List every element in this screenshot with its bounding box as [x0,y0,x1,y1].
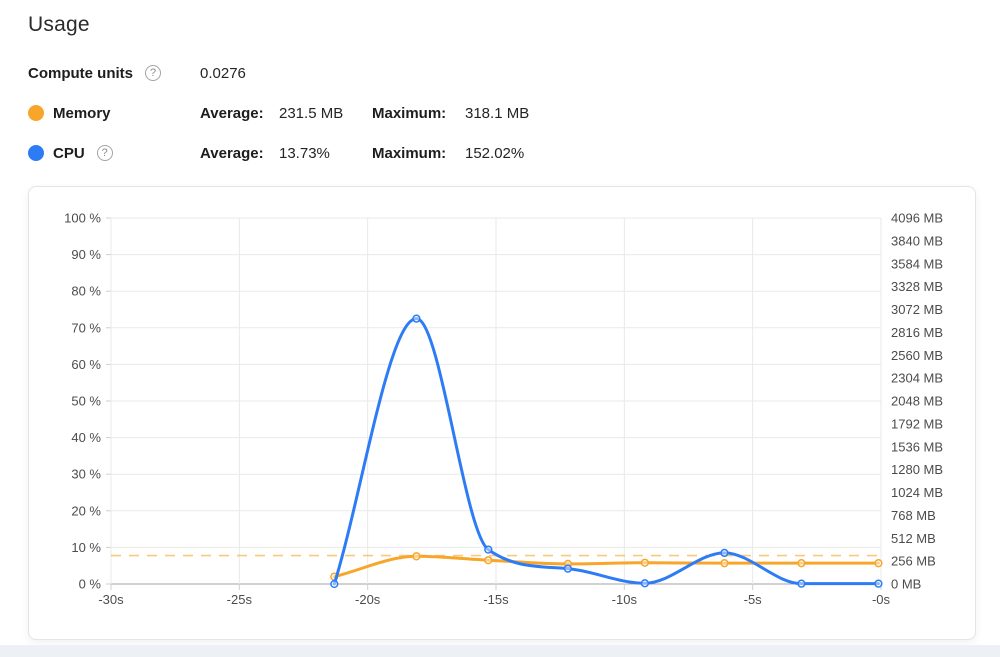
right-axis-tick-label: 2560 MB [891,348,943,363]
help-icon[interactable]: ? [96,145,113,161]
memory-point[interactable] [412,552,421,561]
memory-point[interactable] [874,559,883,568]
usage-stats: Compute units ? 0.0276 Memory Average: 2… [28,64,585,184]
cpu-legend-dot [28,145,44,161]
chart-axis-labels: 0 % 10 % 20 % 30 % 40 % 50 % 60 % 70 % 80 % 90 % 1… [64,211,943,608]
cpu-point[interactable] [874,579,883,588]
memory-maximum-value: 318.1 MB [465,104,530,122]
right-axis-tick-label: 2304 MB [891,371,943,386]
memory-maximum-label: Maximum: [372,104,447,122]
memory-row: Memory Average: 231.5 MB Maximum: 318.1 … [28,104,585,122]
cpu-point[interactable] [640,579,650,588]
left-axis-tick-label: 60 % [71,357,101,372]
cpu-point[interactable] [563,564,573,573]
x-axis-tick-label: -25s [227,592,253,607]
right-axis-tick-label: 2048 MB [891,394,943,409]
memory-point[interactable] [797,559,806,568]
right-axis-tick-label: 2816 MB [891,325,943,340]
x-axis-tick-label: -10s [612,592,638,607]
memory-label: Memory [53,104,111,122]
memory-line [332,554,880,579]
right-axis-tick-label: 768 MB [891,508,936,523]
right-axis-tick-label: 3072 MB [891,302,943,317]
help-icon[interactable]: ? [145,65,161,81]
cpu-label: CPU [53,144,85,162]
cpu-average-value: 13.73% [279,144,330,162]
right-axis-tick-label: 1792 MB [891,416,943,431]
left-axis-tick-label: 90 % [71,247,101,262]
left-axis-tick-label: 40 % [71,430,101,445]
memory-average-label: Average: [200,104,264,122]
usage-chart[interactable]: 0 % 10 % 20 % 30 % 40 % 50 % 60 % 70 % 80 % 90 % 1… [29,187,975,639]
left-axis-tick-label: 50 % [71,394,101,409]
compute-units-row: Compute units ? 0.0276 [28,64,585,82]
cpu-point[interactable] [797,579,806,588]
left-axis-tick-label: 10 % [71,540,101,555]
page-title: Usage [28,13,90,36]
memory-point[interactable] [484,556,493,565]
compute-units-value: 0.0276 [200,64,246,82]
cpu-points [330,314,883,589]
right-axis-tick-label: 1024 MB [891,485,943,500]
memory-points [330,552,883,581]
x-axis-tick-label: -0s [872,592,891,607]
left-axis-tick-label: 30 % [71,467,101,482]
cpu-maximum-label: Maximum: [372,144,447,162]
memory-point[interactable] [720,559,729,568]
cpu-row: CPU ? Average: 13.73% Maximum: 152.02% [28,144,585,162]
right-axis-tick-label: 3328 MB [891,279,943,294]
memory-point[interactable] [640,558,650,567]
left-axis-tick-label: 20 % [71,503,101,518]
usage-chart-panel: 0 % 10 % 20 % 30 % 40 % 50 % 60 % 70 % 80 % 90 % 1… [28,186,976,640]
left-axis-tick-label: 70 % [71,320,101,335]
right-axis-tick-label: 1536 MB [891,439,943,454]
cpu-average-label: Average: [200,144,264,162]
right-axis-tick-label: 256 MB [891,554,936,569]
cpu-point[interactable] [484,545,493,554]
left-axis-tick-label: 80 % [71,284,101,299]
cpu-maximum-value: 152.02% [465,144,525,162]
compute-units-label: Compute units [28,64,133,82]
left-axis-tick-label: 0 % [79,577,102,592]
right-axis-tick-label: 3840 MB [891,233,943,248]
memory-average-value: 231.5 MB [279,104,344,122]
chart-grid [106,217,882,590]
cpu-point[interactable] [720,548,729,558]
x-axis-tick-label: -30s [98,592,124,607]
x-axis-tick-label: -20s [355,592,381,607]
left-axis-tick-label: 100 % [64,211,101,226]
right-axis-tick-label: 1280 MB [891,462,943,477]
x-axis-tick-label: -5s [744,592,763,607]
right-axis-tick-label: 512 MB [891,531,936,546]
page-bottom-divider [0,645,1000,657]
memory-legend-dot [28,105,44,121]
right-axis-tick-label: 3584 MB [891,256,943,271]
cpu-point[interactable] [412,314,421,323]
right-axis-tick-label: 0 MB [891,577,921,592]
cpu-point[interactable] [330,579,339,589]
x-axis-tick-label: -15s [483,592,509,607]
right-axis-tick-label: 4096 MB [891,211,943,226]
cpu-line [332,317,880,586]
